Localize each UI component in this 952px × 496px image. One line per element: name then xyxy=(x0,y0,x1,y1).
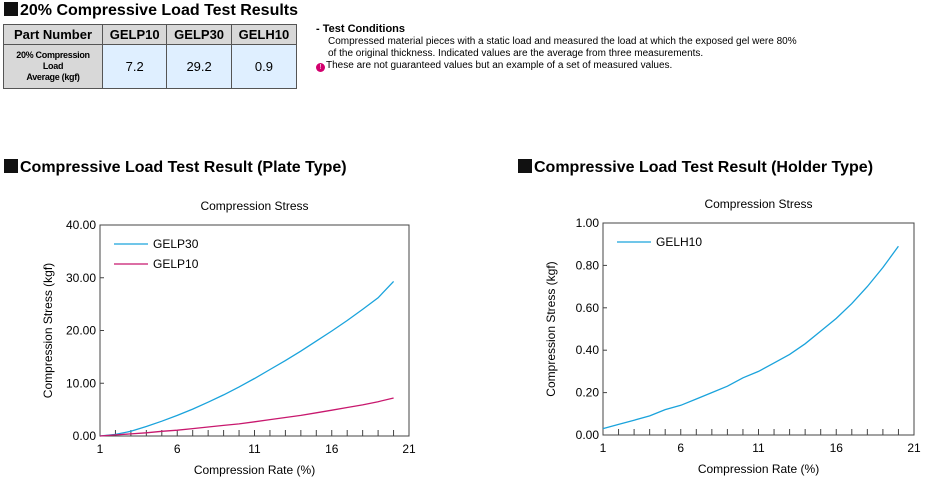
y-tick-label: 20.00 xyxy=(66,324,96,338)
y-tick-label: 0.00 xyxy=(576,428,600,442)
conditions-note: These are not guaranteed values but an e… xyxy=(326,60,673,71)
y-tick-label: 10.00 xyxy=(66,376,96,390)
table-header: GELH10 xyxy=(230,24,298,45)
x-axis-label: Compression Rate (%) xyxy=(698,462,819,476)
table-cell: 29.2 xyxy=(166,44,232,89)
x-tick-label: 16 xyxy=(830,441,844,455)
legend-label: GELP10 xyxy=(153,257,199,271)
x-tick-label: 1 xyxy=(600,441,607,455)
table-row: 20% Compression Load Average (kgf) 7.2 2… xyxy=(3,44,298,89)
table-header-row: Part Number GELP10 GELP30 GELH10 xyxy=(3,24,298,45)
x-tick-label: 21 xyxy=(402,442,416,456)
table-header: Part Number xyxy=(3,24,103,45)
results-title-text: 20% Compressive Load Test Results xyxy=(20,2,299,19)
chart-title: Compression Stress xyxy=(200,199,308,213)
series-line-gelp30 xyxy=(99,280,395,437)
y-tick-label: 0.80 xyxy=(576,258,600,272)
results-title: 20% Compressive Load Test Results xyxy=(4,2,298,20)
row-label-line: Average (kgf) xyxy=(26,72,80,82)
plate-section-title: Compressive Load Test Result (Plate Type… xyxy=(4,159,347,177)
holder-section-title: Compressive Load Test Result (Holder Typ… xyxy=(518,159,873,177)
row-label: 20% Compression Load Average (kgf) xyxy=(3,44,103,89)
x-tick-label: 6 xyxy=(174,442,181,456)
square-bullet-icon xyxy=(518,159,532,173)
y-axis-label: Compression Stress (kgf) xyxy=(544,261,558,396)
table-header: GELP30 xyxy=(166,24,232,45)
square-bullet-icon xyxy=(4,159,18,173)
x-tick-label: 11 xyxy=(248,442,261,456)
y-tick-label: 0.00 xyxy=(73,429,97,443)
legend-label: GELP30 xyxy=(153,237,199,251)
y-tick-label: 0.60 xyxy=(576,301,600,315)
y-tick-label: 0.40 xyxy=(576,343,600,357)
row-label-line: 20% Compression Load xyxy=(16,50,90,71)
plate-section-title-text: Compressive Load Test Result (Plate Type… xyxy=(20,159,347,176)
chart-title: Compression Stress xyxy=(704,197,812,211)
legend-label: GELH10 xyxy=(656,235,702,249)
results-table: Part Number GELP10 GELP30 GELH10 20% Com… xyxy=(3,24,298,89)
warning-icon: ! xyxy=(316,63,325,72)
conditions-heading: - Test Conditions xyxy=(316,23,406,35)
x-tick-label: 6 xyxy=(677,441,684,455)
holder-section-title-text: Compressive Load Test Result (Holder Typ… xyxy=(534,159,874,176)
plot-frame xyxy=(602,222,915,436)
x-tick-label: 11 xyxy=(752,441,765,455)
table-header: GELP10 xyxy=(101,24,168,45)
x-tick-label: 16 xyxy=(325,442,339,456)
square-bullet-icon xyxy=(4,2,18,16)
table-cell: 7.2 xyxy=(101,44,168,89)
conditions-line: Compressed material pieces with a static… xyxy=(328,36,797,47)
x-tick-label: 21 xyxy=(907,441,921,455)
x-tick-label: 1 xyxy=(97,442,104,456)
y-tick-label: 0.20 xyxy=(576,386,600,400)
y-tick-label: 40.00 xyxy=(66,218,96,232)
conditions-line: of the original thickness. Indicated val… xyxy=(328,48,704,59)
y-axis-label: Compression Stress (kgf) xyxy=(41,263,55,398)
test-conditions: - Test Conditions Compressed material pi… xyxy=(316,23,797,72)
series-line-gelh10 xyxy=(602,245,899,430)
y-tick-label: 30.00 xyxy=(66,271,96,285)
series-line-gelp10 xyxy=(99,397,394,437)
table-cell: 0.9 xyxy=(230,44,298,89)
y-tick-label: 1.00 xyxy=(576,216,600,230)
x-axis-label: Compression Rate (%) xyxy=(194,463,315,477)
